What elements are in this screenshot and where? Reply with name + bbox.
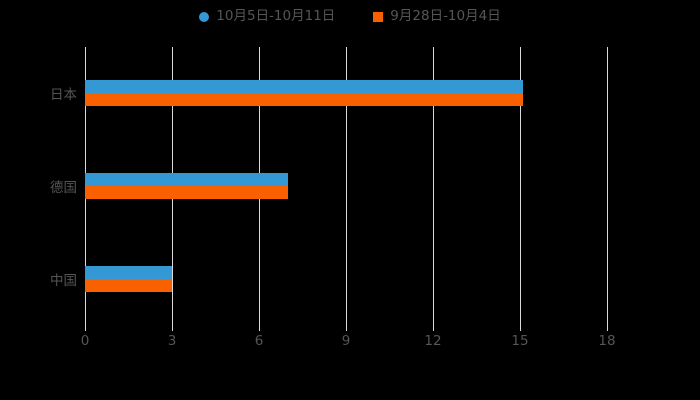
bar-group xyxy=(85,265,607,292)
x-axis-tick-mark xyxy=(172,325,173,331)
x-axis-tick-mark xyxy=(433,325,434,331)
legend-marker-square-icon xyxy=(373,12,384,22)
bar[interactable] xyxy=(85,93,523,107)
bar[interactable] xyxy=(85,173,288,186)
gridline-15 xyxy=(520,47,521,325)
legend-entry-series-0[interactable]: 10月5日-10月11日 xyxy=(199,10,335,24)
legend-entry-series-1[interactable]: 9月28日-10月4日 xyxy=(373,8,501,25)
gridline-18 xyxy=(607,47,608,325)
chart-legend: 10月5日-10月11日 9月28日-10月4日 xyxy=(0,6,700,28)
x-axis-tick-mark xyxy=(346,325,347,331)
bar[interactable] xyxy=(85,186,288,199)
x-axis-tick-mark xyxy=(607,325,608,331)
x-axis-tick-mark xyxy=(85,325,86,331)
x-axis: 0 3 6 9 12 15 18 xyxy=(81,325,616,365)
y-axis-tick-label: 德国 xyxy=(50,180,77,196)
gridline-12 xyxy=(433,47,434,325)
bar[interactable] xyxy=(85,80,523,94)
legend-label-series-1: 9月28日-10月4日 xyxy=(390,8,501,25)
bar-group xyxy=(85,173,607,199)
x-axis-tick-label: 0 xyxy=(80,333,90,349)
x-axis-tick-mark xyxy=(520,325,521,331)
bar[interactable] xyxy=(85,278,172,292)
x-axis-tick-mark xyxy=(259,325,260,331)
x-axis-tick-label: 9 xyxy=(341,333,351,349)
x-axis-tick-label: 12 xyxy=(424,333,442,349)
y-axis-tick-label: 日本 xyxy=(50,87,77,104)
x-axis-tick-label: 18 xyxy=(598,333,616,349)
x-axis-tick-label: 15 xyxy=(511,333,529,349)
x-axis-tick-label: 3 xyxy=(167,333,177,349)
y-axis-labels: 日本 德国 中国 xyxy=(0,47,77,325)
x-axis-tick-label: 6 xyxy=(254,333,264,349)
gridline-9 xyxy=(346,47,347,325)
bar-group xyxy=(85,80,607,107)
y-axis-tick-label: 中国 xyxy=(50,272,77,289)
plot-area xyxy=(85,47,608,325)
bar[interactable] xyxy=(85,265,172,279)
legend-marker-circle-icon xyxy=(199,12,210,22)
legend-label-series-0: 10月5日-10月11日 xyxy=(216,8,336,25)
